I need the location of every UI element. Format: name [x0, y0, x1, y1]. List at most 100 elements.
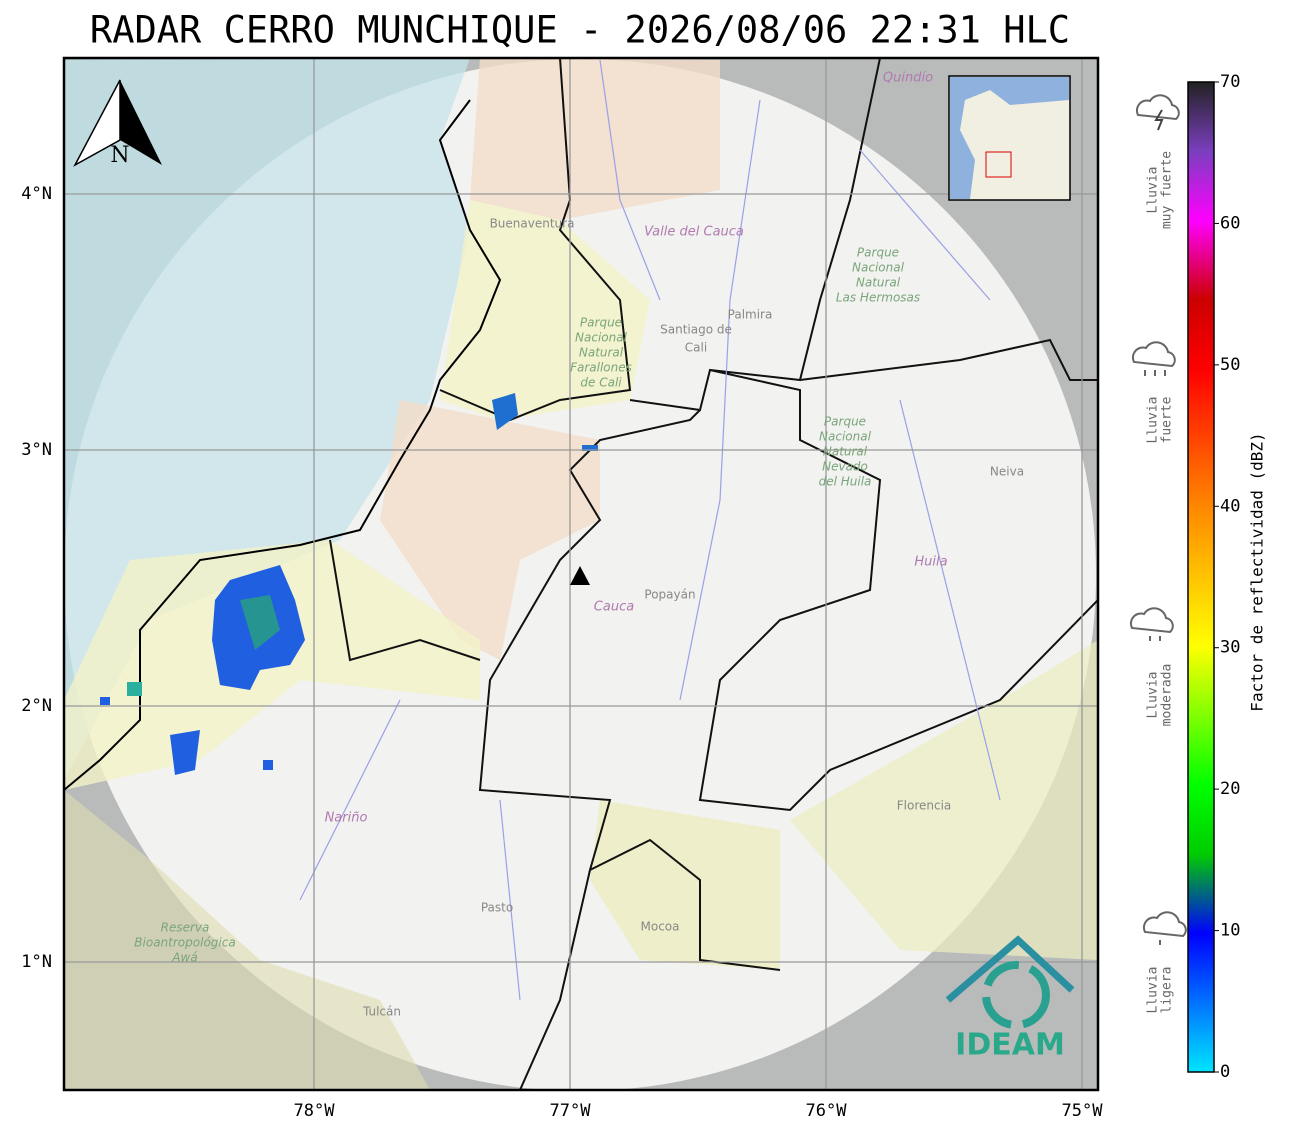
place-label: Santiago de	[660, 323, 732, 337]
place-label: Mocoa	[641, 920, 680, 934]
inset-ocean	[950, 77, 1069, 199]
bolt-icon	[1154, 109, 1164, 131]
y-tick-label: 3°N	[21, 440, 52, 460]
place-label: Nariño	[325, 811, 368, 826]
place-label: Popayán	[644, 588, 695, 602]
map: Buenaventura Valle del Cauca PalmiraSantia…	[64, 58, 1098, 1090]
rivers	[299, 59, 1001, 1001]
colorbar-label: Factor de reflectividad (dBZ)	[1248, 432, 1267, 711]
boundaries	[329, 58, 1098, 1090]
colorbar-tick-label: 60	[1220, 213, 1240, 233]
place-label: Natural	[823, 445, 868, 459]
x-tick-label: 78°W	[294, 1101, 336, 1121]
radar-site	[570, 566, 590, 585]
north-arrow: N	[73, 79, 162, 168]
place-label: Florencia	[897, 799, 952, 813]
echo-cell	[127, 682, 142, 696]
place-label: Huila	[914, 555, 947, 570]
colorbar-tick-label: 30	[1220, 638, 1240, 658]
colorbar-tick-label: 20	[1220, 779, 1240, 799]
place-label: Natural	[579, 346, 624, 360]
rain-icon	[1144, 370, 1166, 376]
arrow-right	[120, 80, 162, 165]
inset-map	[948, 75, 1071, 201]
place-label: Pasto	[481, 901, 513, 915]
echo-cell	[100, 697, 110, 705]
place-label: Nevado	[822, 460, 868, 474]
region	[590, 800, 780, 970]
place-label: Nacional	[819, 430, 872, 444]
inset-extent	[985, 151, 1012, 178]
legend-label: muy fuerte	[1160, 151, 1175, 229]
cloud-icon	[1129, 607, 1174, 634]
colorbar-tick-label: 50	[1220, 355, 1240, 375]
region	[64, 790, 430, 1090]
place-label: Buenaventura	[490, 217, 575, 231]
place-label: Nacional	[575, 331, 628, 345]
colorbar	[1187, 81, 1215, 1073]
region	[440, 200, 650, 420]
place-label: del Huila	[819, 475, 872, 489]
title: RADAR CERRO MUNCHIQUE - 2026/08/06 22:31…	[90, 9, 1070, 52]
map-frame	[62, 56, 1100, 1092]
place-label: Farallones	[570, 361, 632, 375]
place-label: Quindío	[883, 71, 933, 86]
place-label: Palmira	[728, 308, 773, 322]
legend-label: ligera	[1160, 967, 1175, 1014]
echo-cell	[263, 760, 273, 770]
y-tick-label: 2°N	[21, 696, 52, 716]
place-label: Natural	[856, 276, 901, 290]
north-label: N	[110, 143, 129, 168]
logo-roof	[945, 935, 1075, 1003]
legend-label: moderada	[1160, 664, 1175, 727]
place-label: Cauca	[594, 600, 634, 615]
legend-label: Lluvia	[1146, 967, 1161, 1014]
legend-label: Lluvia	[1146, 397, 1161, 444]
legend-label: Lluvia	[1146, 167, 1161, 214]
region	[470, 58, 720, 220]
cloud-icon	[1142, 911, 1187, 938]
place-label: Awá	[171, 951, 197, 965]
place-label: Parque	[857, 246, 899, 260]
place-label: Parque	[824, 415, 866, 429]
place-label: Bioantropológica	[134, 936, 235, 950]
legend-label: fuerte	[1160, 396, 1175, 443]
place-label: Valle del Cauca	[644, 225, 744, 240]
place-label: Parque	[580, 316, 622, 330]
echo-cell	[582, 445, 598, 451]
place-label: Las Hermosas	[836, 291, 920, 305]
rain-icon	[1149, 636, 1161, 641]
place-label: Nacional	[852, 261, 905, 275]
legend-label: Lluvia	[1146, 672, 1161, 719]
colorbar-tick-label: 40	[1220, 496, 1240, 516]
place-label: Neiva	[990, 465, 1024, 479]
x-tick-label: 76°W	[806, 1101, 848, 1121]
echo-cell	[240, 595, 280, 650]
logo-swirl	[982, 961, 1050, 1029]
place-label: de Cali	[580, 376, 622, 390]
place-label: Cali	[685, 341, 707, 355]
logo: IDEAM	[945, 935, 1075, 1063]
cloud-icon	[1131, 341, 1176, 368]
place-label: Reserva	[161, 921, 210, 935]
logo-text: IDEAM	[955, 1028, 1065, 1063]
echo-cell	[492, 393, 518, 430]
region	[380, 400, 600, 660]
colorbar-tick-label: 10	[1220, 921, 1240, 941]
x-tick-label: 75°W	[1062, 1101, 1104, 1121]
x-tick-label: 77°W	[550, 1101, 592, 1121]
radar-echo	[100, 393, 598, 775]
region	[790, 640, 1098, 960]
place-label: Tulcán	[362, 1005, 401, 1019]
colorbar-tick-label: 0	[1220, 1062, 1230, 1082]
y-tick-label: 1°N	[21, 952, 52, 972]
colorbar-tick-label: 70	[1220, 72, 1240, 92]
y-tick-label: 4°N	[21, 184, 52, 204]
place-labels: Buenaventura Valle del Cauca PalmiraSantia…	[134, 71, 1024, 1019]
legend-icons	[1129, 94, 1187, 945]
graticule	[64, 58, 1098, 1090]
echo-cell	[170, 730, 200, 775]
cloud-icon	[1135, 94, 1180, 121]
